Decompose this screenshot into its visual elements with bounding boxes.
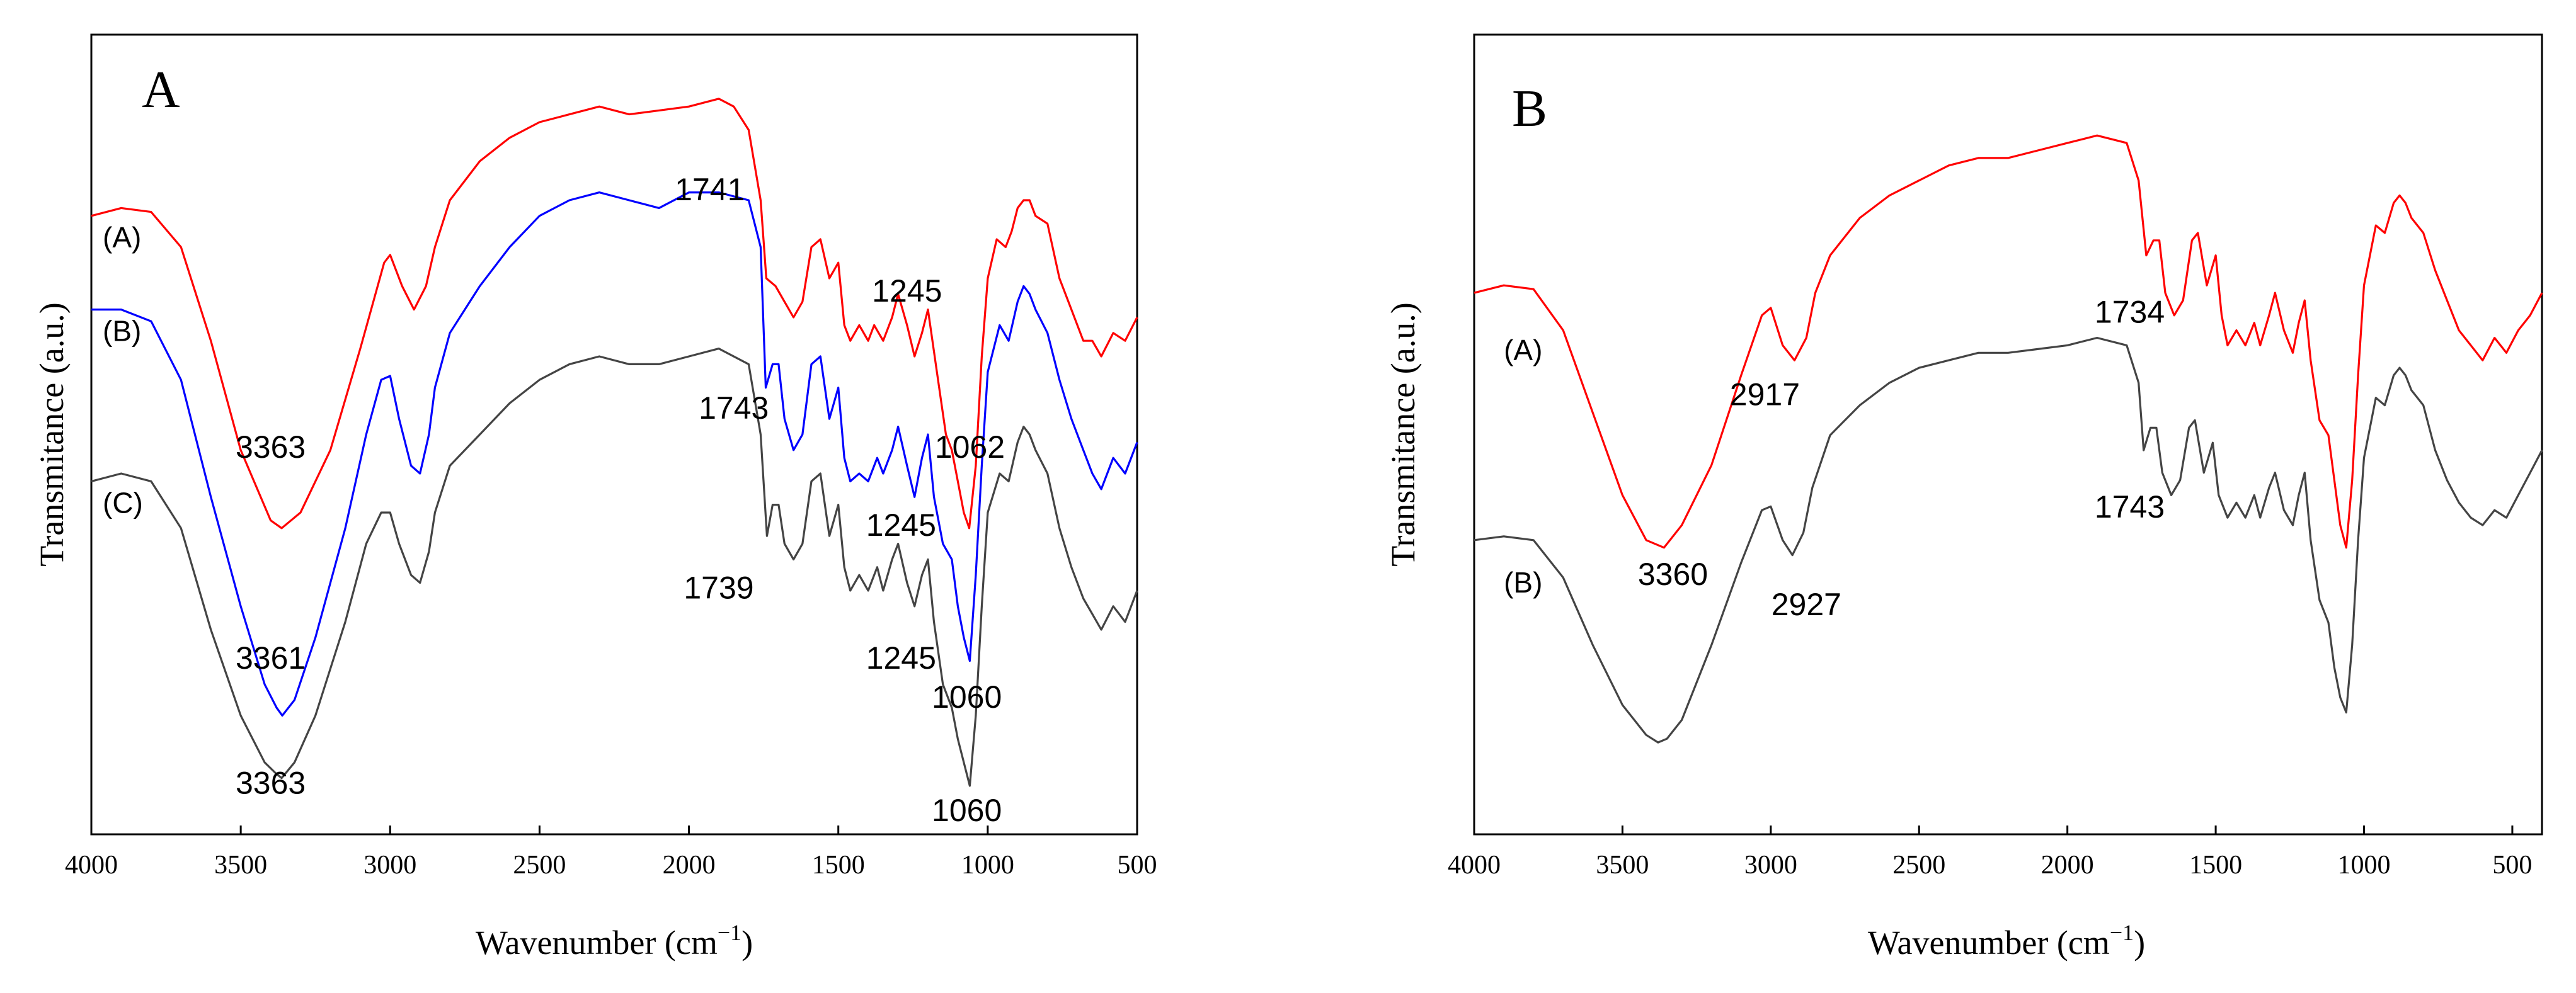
x-tick-label: 500 (1118, 851, 1157, 880)
panel-a-x-ticks: 4000 3500 3000 2500 2000 1500 1000 500 (65, 826, 1157, 880)
peak-label: 1743 (699, 390, 769, 426)
panel-b: B Wavenumber (cm−1) Transmitance (a.u.) … (1384, 33, 2543, 962)
panel-b-annotations: 2917 1734 3360 1743 2927 (1638, 295, 2165, 622)
panel-b-frame (1473, 33, 2543, 836)
panel-b-series-tags: (A) (B) (1504, 334, 1542, 599)
series-tag: (A) (103, 221, 141, 254)
spectrum-line-3 (91, 348, 1138, 787)
peak-label: 1743 (2095, 489, 2165, 525)
x-tick-label: 2000 (2041, 851, 2094, 880)
peak-label: 1739 (684, 570, 753, 605)
peak-label: 1245 (866, 508, 936, 543)
panel-b-x-ticks: 4000 3500 3000 2500 2000 1500 1000 500 (1448, 826, 2532, 880)
series-tag: (B) (103, 315, 141, 348)
x-tick-label: 1000 (961, 851, 1014, 880)
peak-label: 3363 (236, 429, 306, 465)
peak-label: 2927 (1772, 587, 1841, 622)
peak-label: 1741 (675, 172, 745, 207)
peak-label: 1245 (872, 273, 942, 309)
panel-a-curves (91, 98, 1138, 787)
x-tick-label: 3500 (214, 851, 267, 880)
peak-label: 2917 (1730, 377, 1800, 412)
spectrum-line-2 (91, 191, 1138, 717)
x-tick-label: 1500 (2189, 851, 2242, 880)
spectrum-line-1 (91, 98, 1138, 530)
x-tick-label: 2000 (663, 851, 716, 880)
peak-label: 3363 (236, 765, 306, 800)
spectrum-line-2 (1474, 336, 2543, 744)
panel-b-ylabel: Transmitance (a.u.) (1384, 302, 1422, 566)
x-tick-label: 3500 (1596, 851, 1649, 880)
panel-b-xlabel: Wavenumber (cm−1) (1868, 920, 2145, 962)
peak-label: 1245 (866, 640, 936, 676)
series-tag: (C) (103, 486, 143, 519)
x-tick-label: 3000 (364, 851, 416, 880)
peak-label: 1062 (935, 429, 1005, 465)
x-tick-label: 2500 (1892, 851, 1945, 880)
x-tick-label: 1000 (2338, 851, 2391, 880)
peak-label: 1734 (2095, 295, 2165, 330)
panel-a-ylabel: Transmitance (a.u.) (33, 302, 71, 566)
panel-a-series-tags: (A) (B) (C) (103, 221, 143, 519)
series-tag: (A) (1504, 334, 1542, 366)
peak-label: 3361 (236, 640, 306, 676)
panel-a: A Wavenumber (cm−1) Transmitance (a.u.) … (33, 33, 1157, 962)
x-tick-label: 2500 (513, 851, 566, 880)
x-tick-label: 4000 (65, 851, 118, 880)
panel-b-curves (1474, 134, 2543, 744)
panel-a-letter: A (142, 60, 180, 119)
x-tick-label: 1500 (812, 851, 865, 880)
peak-label: 1060 (932, 793, 1002, 828)
panel-a-frame (90, 33, 1138, 836)
panel-b-letter: B (1512, 79, 1547, 138)
x-tick-label: 3000 (1744, 851, 1797, 880)
peak-label: 3360 (1638, 557, 1708, 592)
peak-label: 1060 (932, 679, 1002, 715)
x-tick-label: 4000 (1448, 851, 1501, 880)
x-tick-label: 500 (2492, 851, 2532, 880)
series-tag: (B) (1504, 566, 1542, 599)
panel-a-xlabel: Wavenumber (cm−1) (476, 920, 753, 962)
spectrum-line-1 (1474, 134, 2543, 549)
